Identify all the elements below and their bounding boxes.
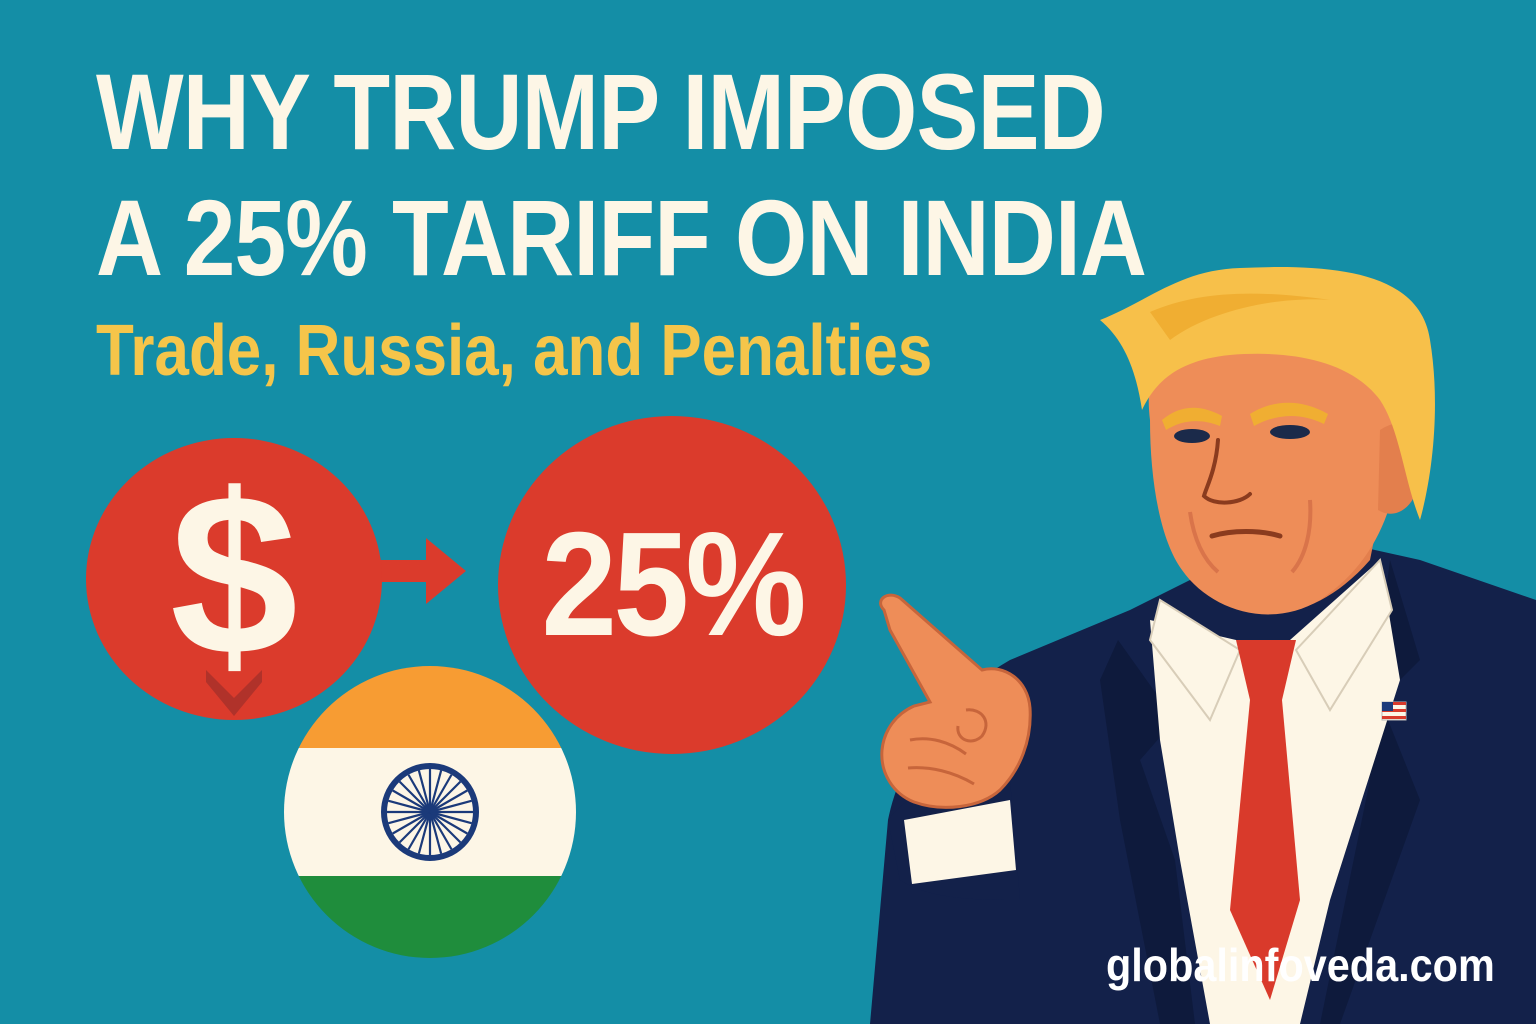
chakra-spoke bbox=[392, 811, 431, 835]
chakra-spoke bbox=[429, 780, 462, 813]
flag-saffron-band bbox=[284, 666, 576, 748]
arrow-right-icon bbox=[370, 538, 466, 604]
chakra-spoke bbox=[429, 799, 472, 814]
flag-green-band bbox=[284, 876, 576, 958]
chakra-spoke bbox=[429, 789, 468, 813]
chakra-spoke bbox=[417, 770, 432, 813]
headline-line-1: WHY TRUMP IMPOSED bbox=[96, 51, 1106, 172]
chakra-spoke bbox=[407, 774, 431, 813]
chakra-spoke bbox=[392, 789, 431, 813]
us-flag-pin-icon bbox=[1381, 701, 1407, 721]
chakra-spoke bbox=[398, 811, 431, 844]
tariff-percentage: 25% bbox=[541, 502, 806, 667]
chakra-spoke bbox=[428, 811, 443, 854]
headline-line-2: A 25% TARIFF ON INDIA bbox=[96, 177, 1147, 298]
chakra-spoke bbox=[388, 810, 431, 825]
chakra-spoke bbox=[429, 811, 453, 850]
chevron-down-icon bbox=[206, 670, 262, 716]
chakra-spoke bbox=[398, 780, 431, 813]
ashoka-chakra-icon bbox=[381, 763, 479, 861]
chakra-spoke bbox=[429, 811, 468, 835]
chakra-spoke bbox=[428, 770, 443, 813]
chakra-spoke bbox=[388, 799, 431, 814]
chakra-spoke bbox=[417, 811, 432, 854]
chakra-spoke bbox=[429, 810, 472, 825]
chakra-spoke bbox=[407, 811, 431, 850]
subheadline: Trade, Russia, and Penalties bbox=[96, 311, 933, 391]
site-watermark: globalinfoveda.com bbox=[1106, 939, 1495, 991]
dollar-circle: $ bbox=[86, 438, 382, 720]
chakra-spoke bbox=[429, 811, 462, 844]
dollar-icon: $ bbox=[170, 446, 298, 703]
tariff-circle: 25% bbox=[498, 416, 846, 754]
chakra-spoke bbox=[429, 774, 453, 813]
pointing-hand-icon bbox=[879, 593, 1032, 809]
india-flag-circle bbox=[284, 666, 576, 958]
